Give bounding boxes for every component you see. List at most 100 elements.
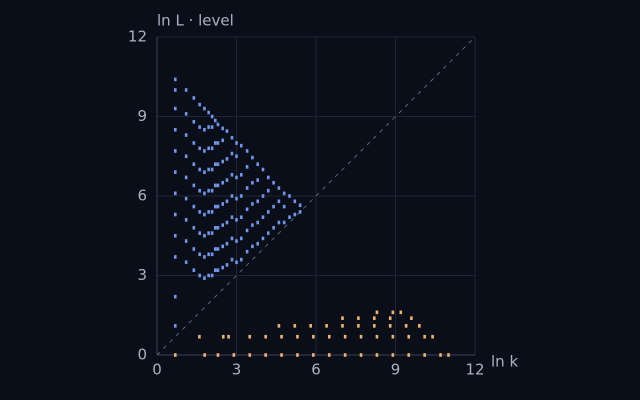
point xyxy=(216,122,220,127)
point xyxy=(245,207,249,212)
point xyxy=(214,183,217,188)
point xyxy=(184,196,188,201)
point xyxy=(407,353,411,357)
point xyxy=(184,218,188,222)
point xyxy=(173,127,177,132)
point xyxy=(210,252,214,257)
point xyxy=(267,175,270,180)
x-tick-label: 3 xyxy=(232,361,242,379)
point xyxy=(232,353,236,357)
point xyxy=(261,167,265,172)
point xyxy=(404,324,408,328)
point xyxy=(280,334,283,339)
y-tick-label: 3 xyxy=(137,266,147,284)
point xyxy=(235,175,238,180)
point xyxy=(447,353,450,357)
point xyxy=(216,247,220,251)
point xyxy=(325,324,328,328)
point xyxy=(184,260,188,265)
point xyxy=(239,257,243,262)
point xyxy=(203,276,206,280)
point xyxy=(261,194,265,198)
point xyxy=(388,324,392,328)
y-tick-label: 6 xyxy=(137,187,147,205)
point xyxy=(210,167,214,172)
point xyxy=(423,353,426,357)
point xyxy=(341,324,344,328)
point xyxy=(230,215,234,219)
point xyxy=(264,353,267,357)
point xyxy=(173,255,177,259)
point xyxy=(391,353,395,357)
point xyxy=(192,162,196,166)
point xyxy=(251,155,254,160)
point xyxy=(230,236,234,241)
point xyxy=(173,88,177,92)
point xyxy=(203,106,206,111)
point xyxy=(407,334,411,339)
point xyxy=(391,310,395,315)
point xyxy=(312,334,315,339)
point xyxy=(327,334,331,339)
point xyxy=(267,188,270,193)
point xyxy=(221,202,225,206)
point xyxy=(221,265,225,270)
point xyxy=(221,159,225,164)
point xyxy=(239,236,243,241)
y-tick-label: 9 xyxy=(137,107,147,125)
point xyxy=(296,334,299,339)
point xyxy=(198,167,201,172)
point xyxy=(248,334,252,339)
point xyxy=(214,204,217,209)
point xyxy=(359,353,363,357)
x-axis-label: ln k xyxy=(491,353,518,371)
point xyxy=(216,141,220,145)
point xyxy=(288,215,291,219)
point xyxy=(184,133,188,137)
point xyxy=(431,334,434,339)
point xyxy=(203,127,206,132)
point xyxy=(198,188,201,193)
point xyxy=(277,324,281,328)
point xyxy=(251,180,254,185)
point xyxy=(216,183,220,188)
point xyxy=(277,186,281,190)
point xyxy=(173,77,177,82)
point xyxy=(357,316,360,320)
point xyxy=(214,118,217,123)
point xyxy=(192,226,196,230)
point xyxy=(239,194,243,198)
point xyxy=(207,125,210,129)
point xyxy=(210,188,214,193)
point xyxy=(272,226,275,230)
point xyxy=(221,244,225,249)
point xyxy=(357,324,360,328)
point xyxy=(198,125,201,129)
point xyxy=(221,334,225,339)
reference-diagonal xyxy=(156,36,476,356)
point xyxy=(173,294,177,299)
point xyxy=(207,188,210,193)
point xyxy=(343,353,347,357)
point xyxy=(192,141,196,145)
point xyxy=(410,316,413,320)
point xyxy=(391,334,395,339)
point xyxy=(216,226,220,230)
point xyxy=(399,310,403,315)
point xyxy=(256,241,259,246)
point xyxy=(184,112,188,116)
point xyxy=(207,110,210,115)
point xyxy=(225,241,229,246)
point xyxy=(225,129,229,133)
point xyxy=(375,310,379,315)
point xyxy=(214,141,217,145)
point xyxy=(343,334,347,339)
point xyxy=(235,196,238,201)
point xyxy=(293,212,297,217)
point xyxy=(239,215,243,219)
point xyxy=(341,316,344,320)
point xyxy=(210,114,214,119)
point xyxy=(216,353,220,357)
point xyxy=(298,203,302,208)
